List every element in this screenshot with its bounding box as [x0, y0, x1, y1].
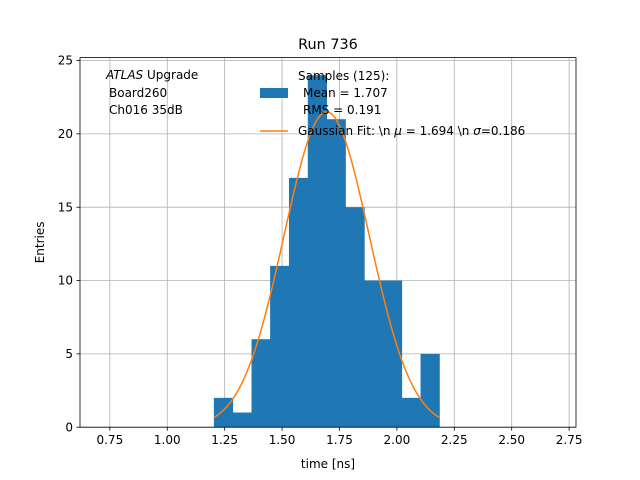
legend-fit-label: Gaussian Fit: \n μ = 1.694 \n σ=0.186: [298, 124, 525, 138]
y-axis-ticks: 0 5 10 15 20 25: [58, 54, 80, 434]
x-axis-label: time [ns]: [301, 457, 355, 471]
gaussian-fit-curve: [213, 111, 440, 419]
x-tick-label: 2.25: [441, 433, 468, 447]
histogram-bar: [326, 119, 346, 428]
y-tick-label: 5: [65, 347, 73, 361]
histogram-bar: [345, 207, 365, 428]
annotation-atlas: ATLAS: [105, 68, 144, 82]
histogram-bar: [382, 280, 403, 428]
histogram-bar: [364, 280, 384, 428]
legend: Samples (125): Mean = 1.707 RMS = 0.191 …: [260, 69, 525, 138]
histogram-bar: [270, 265, 290, 428]
chart-title: Run 736: [298, 37, 358, 53]
histogram-bars: [213, 75, 440, 428]
legend-histogram-label-3: RMS = 0.191: [303, 103, 381, 117]
y-tick-label: 25: [58, 54, 73, 68]
y-tick-label: 20: [58, 127, 73, 141]
annotation-line-2: Board260: [109, 86, 167, 100]
annotation-line-3: Ch016 35dB: [109, 103, 183, 117]
x-tick-label: 1.50: [269, 433, 296, 447]
y-axis-label: Entries: [33, 222, 47, 264]
x-tick-label: 2.50: [498, 433, 525, 447]
legend-histogram-label-1: Samples (125):: [298, 69, 389, 83]
x-tick-label: 1.25: [211, 433, 238, 447]
x-tick-label: 2.00: [384, 433, 411, 447]
x-tick-label: 2.75: [556, 433, 583, 447]
plot-frame: [79, 57, 577, 428]
y-tick-label: 0: [65, 420, 73, 434]
histogram-bar: [251, 339, 271, 428]
x-axis-ticks: 0.75 1.00 1.25 1.50 1.75 2.00 2.25 2.50 2.75: [96, 427, 582, 447]
annotation-line-1: ATLAS Upgrade: [105, 68, 198, 82]
atlas-annotation: ATLAS Upgrade Board260 Ch016 35dB: [105, 68, 198, 117]
x-tick-label: 0.75: [96, 433, 123, 447]
histogram-bar: [307, 75, 328, 428]
legend-histogram-swatch: [260, 88, 288, 98]
x-tick-label: 1.00: [154, 433, 181, 447]
histogram-bar: [401, 397, 421, 428]
y-tick-label: 15: [58, 200, 73, 214]
histogram-bar: [420, 353, 440, 428]
y-tick-label: 10: [58, 274, 73, 288]
legend-histogram-label-2: Mean = 1.707: [303, 86, 388, 100]
annotation-upgrade: Upgrade: [143, 68, 198, 82]
x-tick-label: 1.75: [326, 433, 353, 447]
histogram-bar: [288, 177, 309, 428]
histogram-bar: [232, 412, 252, 428]
